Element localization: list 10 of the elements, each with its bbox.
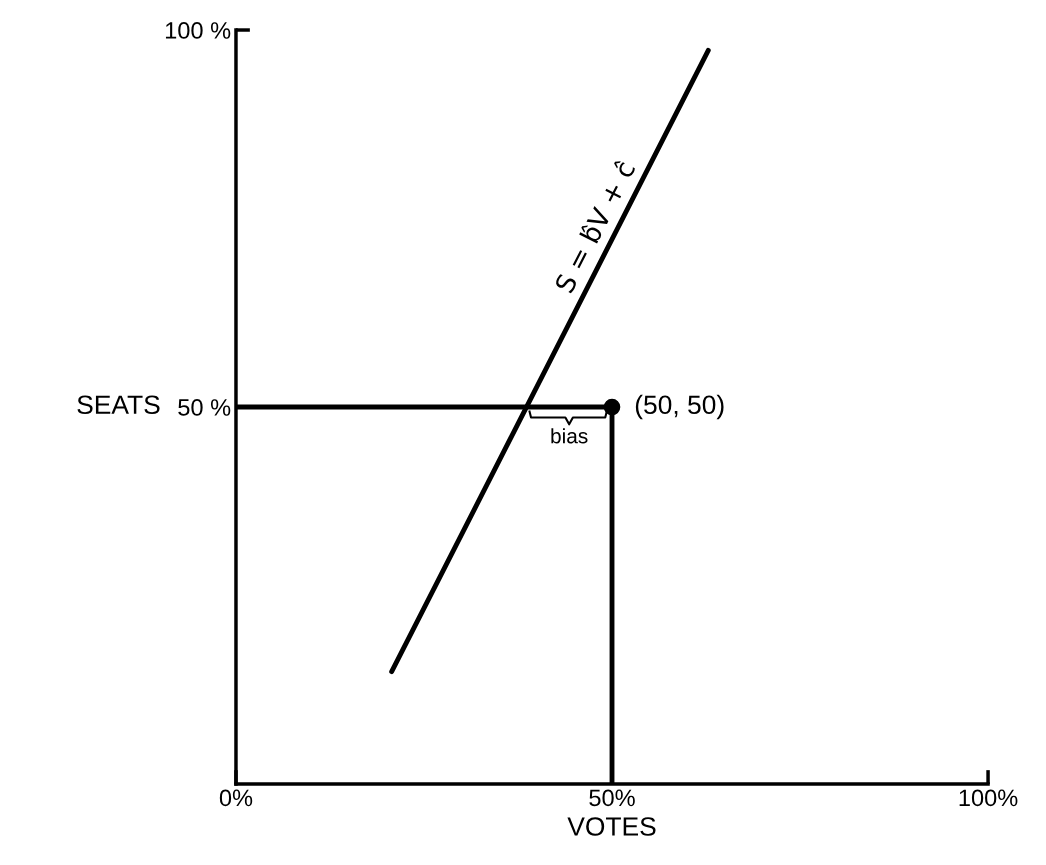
y-tick-label: 100 %	[165, 22, 231, 39]
x-tick-label: 0%	[219, 789, 253, 807]
x-axis-title: VOTES	[567, 817, 656, 836]
x-tick-label: 100%	[959, 789, 1018, 807]
y-tick-label: 50 %	[178, 399, 231, 416]
annotation: (50, 50)	[635, 394, 724, 420]
annotation: S = b̂V + ĉ	[552, 158, 636, 294]
x-tick-label: 50%	[589, 789, 635, 807]
y-axis-title: SEATS	[77, 395, 160, 415]
annotation: bias	[551, 428, 588, 444]
